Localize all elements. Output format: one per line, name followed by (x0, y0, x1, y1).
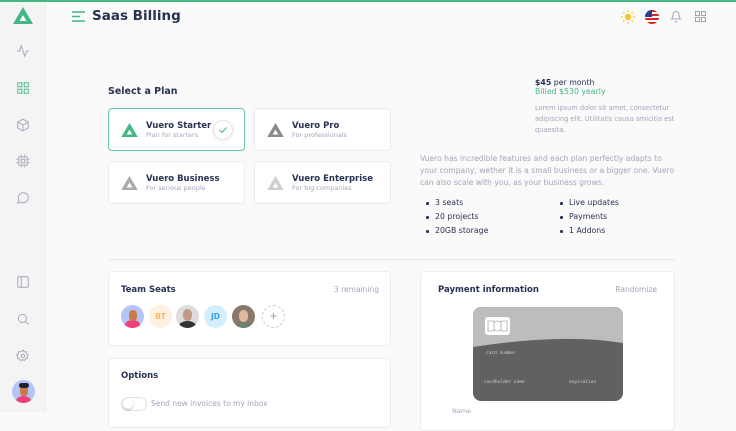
bell-icon[interactable] (670, 10, 682, 23)
plan-subtitle: For serious people (146, 184, 206, 192)
randomize-button[interactable]: Randomize (615, 285, 657, 294)
plan-description: Vuero has incredible features and each p… (420, 154, 675, 188)
activity-icon[interactable] (14, 42, 32, 60)
feature-item: 3 seats (425, 198, 488, 207)
top-accent-line (0, 0, 736, 2)
sidebar (0, 0, 46, 412)
cardholder-name: cardholder name (484, 380, 525, 385)
card-expiration: expiration (569, 380, 597, 385)
price-line: $45 per month (535, 78, 595, 87)
plan-card-business[interactable]: Vuero Business For serious people (108, 161, 245, 204)
price-period: per month (553, 78, 595, 87)
plan-card-starter[interactable]: Vuero Starter Plan for starters (108, 108, 245, 151)
box-icon[interactable] (14, 116, 32, 134)
feature-item: Live updates (559, 198, 619, 207)
plan-logo-icon (267, 123, 284, 137)
pricing-description: Lorem ipsum dolor sit amet, consectetur … (535, 104, 675, 134)
plan-logo-icon (121, 176, 138, 190)
invoice-toggle[interactable] (121, 397, 147, 411)
feature-item: 20GB storage (425, 226, 488, 235)
message-icon[interactable] (14, 189, 32, 207)
plan-card-enterprise[interactable]: Vuero Enterprise For big companies (254, 161, 391, 204)
credit-card-preview: card number cardholder name expiration (473, 307, 623, 401)
select-plan-heading: Select a Plan (108, 86, 178, 97)
add-seat-button[interactable]: + (262, 305, 285, 328)
check-icon (213, 120, 233, 140)
plan-logo-icon (121, 123, 138, 137)
menu-icon[interactable] (72, 11, 85, 22)
plan-subtitle: For big companies (292, 184, 352, 192)
options-title: Options (121, 371, 159, 381)
name-field-label: Name (452, 407, 472, 415)
options-card: Options Send new invoices to my inbox (108, 358, 391, 428)
sun-icon[interactable] (621, 10, 635, 24)
layout-icon[interactable] (14, 273, 32, 291)
toggle-label: Send new invoices to my inbox (151, 399, 268, 408)
grid-icon[interactable] (14, 79, 32, 97)
plan-subtitle: For professionals (292, 131, 347, 139)
team-avatar[interactable] (232, 305, 255, 328)
plan-name: Vuero Pro (292, 121, 340, 131)
billed-yearly: Billed $530 yearly (535, 87, 606, 96)
logo-icon[interactable] (13, 7, 33, 24)
cpu-icon[interactable] (14, 152, 32, 170)
plan-subtitle: Plan for starters (146, 131, 199, 139)
features-right: Live updates Payments 1 Addons (559, 198, 619, 240)
divider (108, 259, 675, 260)
plan-card-pro[interactable]: Vuero Pro For professionals (254, 108, 391, 151)
settings-icon[interactable] (14, 347, 32, 365)
user-avatar[interactable] (12, 380, 35, 403)
plan-name: Vuero Starter (146, 121, 212, 131)
plan-logo-icon (267, 176, 284, 190)
feature-item: Payments (559, 212, 619, 221)
team-avatar[interactable]: BT (149, 305, 172, 328)
team-avatar[interactable] (121, 305, 144, 328)
team-seats-card: Team Seats 3 remaining BT JD + (108, 271, 391, 346)
us-flag-icon[interactable] (645, 10, 659, 24)
feature-item: 1 Addons (559, 226, 619, 235)
price: $45 (535, 78, 552, 87)
payment-title: Payment information (438, 285, 539, 295)
team-avatar[interactable] (176, 305, 199, 328)
page-title: Saas Billing (92, 8, 181, 24)
payment-card: Payment information Randomize card numbe… (420, 271, 675, 431)
feature-item: 20 projects (425, 212, 488, 221)
plan-name: Vuero Enterprise (292, 174, 373, 184)
seats-remaining: 3 remaining (333, 285, 379, 294)
chip-icon (485, 317, 510, 335)
plan-name: Vuero Business (146, 174, 220, 184)
search-icon[interactable] (14, 310, 32, 328)
features-left: 3 seats 20 projects 20GB storage (425, 198, 488, 240)
team-seats-title: Team Seats (121, 285, 176, 295)
team-avatar[interactable]: JD (204, 305, 227, 328)
card-top-wave (473, 307, 623, 347)
card-number: card number (486, 351, 516, 356)
apps-grid-icon[interactable] (695, 11, 706, 22)
